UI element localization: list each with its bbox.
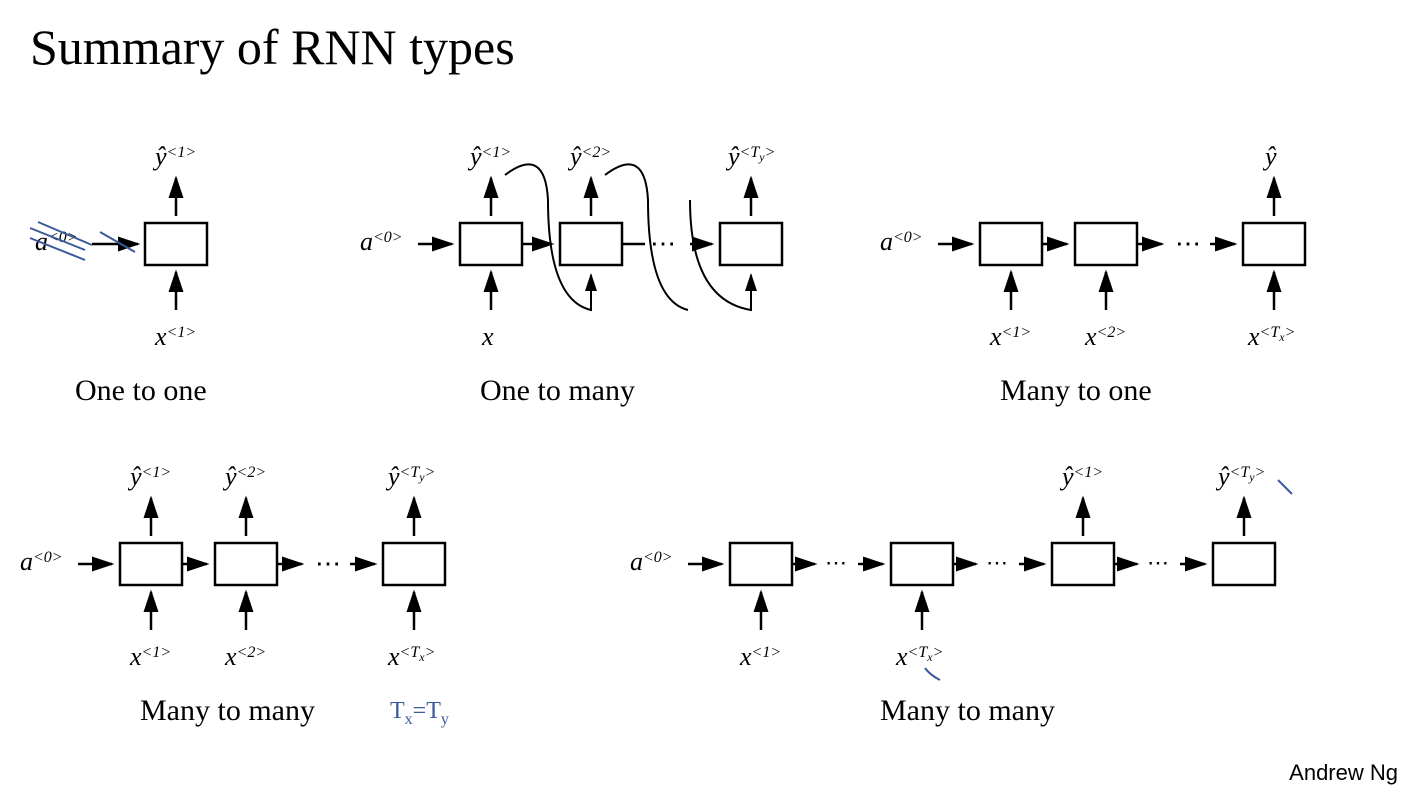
- dots-2: ⋯: [650, 229, 676, 258]
- caption-many-to-one: Many to one: [1000, 374, 1152, 407]
- a0-label-4: a<0>: [20, 547, 63, 576]
- yhat2-label-2: ŷ<2>: [567, 142, 611, 171]
- cell-box-3-2: [1075, 223, 1137, 265]
- xTx-label-5: x<Tx>: [895, 642, 943, 671]
- cell-box: [145, 223, 207, 265]
- caption-one-to-many: One to many: [480, 374, 635, 407]
- scribble-4: [100, 232, 135, 252]
- diagram-many-to-many-equal: a<0> x<1> ŷ<1> x<2> ŷ<2> ⋯ x<Tx> ŷ<Ty> M…: [20, 462, 449, 728]
- diagram-many-to-many-encdec: a<0> x<1> ⋯ x<Tx> ⋯ ŷ<1> ⋯ ŷ<Ty>: [630, 462, 1292, 727]
- tx-eq-ty-annotation: Tx=Ty: [390, 698, 449, 728]
- dots-5-3: ⋯: [1147, 550, 1169, 575]
- cell-box-5-d1: [1052, 543, 1114, 585]
- dots-5-1: ⋯: [825, 550, 847, 575]
- yhat-label-3: ŷ: [1262, 142, 1277, 171]
- a0-label-2: a<0>: [360, 227, 403, 256]
- cell-box-3-n: [1243, 223, 1305, 265]
- dots-3: ⋯: [1175, 229, 1201, 258]
- yhatTy-label-2: ŷ<Ty>: [725, 142, 775, 171]
- cell-box-2-n: [720, 223, 782, 265]
- caption-many-to-many-1: Many to many: [140, 694, 315, 727]
- cell-box-4-1: [120, 543, 182, 585]
- x-label-2: x: [481, 322, 494, 351]
- a0-label-5: a<0>: [630, 547, 673, 576]
- yhatTy-label-5: ŷ<Ty>: [1215, 462, 1265, 491]
- diagram-many-to-one: a<0> x<1> x<2> ⋯ x<Tx> ŷ Many to one: [880, 142, 1305, 407]
- cell-box-4-2: [215, 543, 277, 585]
- yhat1-label-5: ŷ<1>: [1059, 462, 1103, 491]
- cell-box-2-1: [460, 223, 522, 265]
- cell-box-4-n: [383, 543, 445, 585]
- x1-label: x<1>: [154, 322, 196, 351]
- yhatTy-label-4: ŷ<Ty>: [385, 462, 435, 491]
- cell-box-3-1: [980, 223, 1042, 265]
- diagrams-container: a<0> x<1> ŷ<1> One to one a<0> x ŷ<1> ŷ<…: [0, 100, 1418, 780]
- caption-one-to-one: One to one: [75, 374, 207, 407]
- hand-arrow-tx: [925, 668, 940, 680]
- yhat1-label-2: ŷ<1>: [467, 142, 511, 171]
- dots-5-2: ⋯: [986, 550, 1008, 575]
- x1-label-4: x<1>: [129, 642, 171, 671]
- caption-many-to-many-2: Many to many: [880, 694, 1055, 727]
- cell-box-5-eTx: [891, 543, 953, 585]
- xTx-label-3: x<Tx>: [1247, 322, 1295, 351]
- xTx-label-4: x<Tx>: [387, 642, 435, 671]
- x1-label-3: x<1>: [989, 322, 1031, 351]
- yhat1-label-4: ŷ<1>: [127, 462, 171, 491]
- cell-box-5-dTy: [1213, 543, 1275, 585]
- diagram-one-to-many: a<0> x ŷ<1> ŷ<2> ⋯ ŷ<Ty> One to many: [360, 142, 782, 407]
- yhat1-label: ŷ<1>: [152, 142, 196, 171]
- diagrams-svg: a<0> x<1> ŷ<1> One to one a<0> x ŷ<1> ŷ<…: [0, 100, 1418, 780]
- page-title: Summary of RNN types: [30, 18, 515, 76]
- x2-label-3: x<2>: [1084, 322, 1126, 351]
- x2-label-4: x<2>: [224, 642, 266, 671]
- hand-arrow-ty: [1278, 480, 1292, 494]
- a0-label-3: a<0>: [880, 227, 923, 256]
- dots-4: ⋯: [315, 549, 341, 578]
- yhat2-label-4: ŷ<2>: [222, 462, 266, 491]
- cell-box-2-2: [560, 223, 622, 265]
- cell-box-5-e1: [730, 543, 792, 585]
- diagram-one-to-one: a<0> x<1> ŷ<1> One to one: [30, 142, 207, 407]
- x1-label-5: x<1>: [739, 642, 781, 671]
